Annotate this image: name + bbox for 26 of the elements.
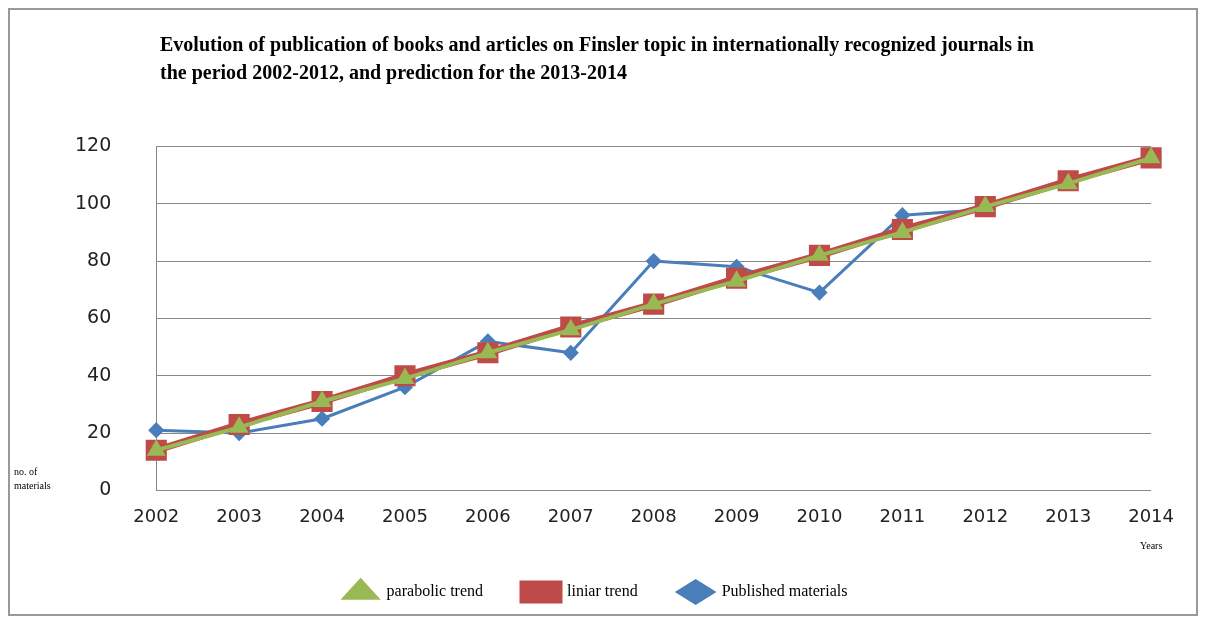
x-tick-label: 2012 [962, 504, 1009, 526]
y-tick-label: 120 [75, 133, 112, 156]
legend-label: liniar trend [567, 582, 638, 600]
x-tick-label: 2011 [879, 504, 926, 526]
legend-label: parabolic trend [386, 582, 484, 601]
y-tick-label: 40 [87, 362, 112, 385]
x-tick-label: 2005 [382, 504, 428, 526]
x-tick-label: 2013 [1045, 504, 1092, 526]
x-tick-label: 2002 [133, 504, 180, 526]
x-axis-title: Years [1140, 540, 1163, 551]
y-tick-label: 20 [87, 420, 112, 442]
x-tick-label: 2004 [299, 504, 345, 526]
y-tick-label: 80 [87, 248, 112, 270]
x-tick-label: 2008 [630, 504, 677, 526]
x-tick-label: 2006 [464, 504, 511, 526]
x-tick-label: 2003 [216, 504, 263, 526]
x-tick-label: 2009 [713, 504, 760, 526]
y-tick-label: 100 [75, 190, 112, 213]
chart-title: Evolution of publication of books and articles on Finsler topic in internationally recognized journals in the period 2002-2012, and prediction for the 2013-2014 [160, 32, 1035, 86]
x-tick-label: 2014 [1128, 504, 1174, 526]
y-tick-label: 60 [87, 305, 112, 328]
y-tick-label: 0 [99, 477, 112, 500]
y-axis-title: no. of materials [14, 465, 52, 493]
x-tick-label: 2010 [796, 504, 843, 526]
legend-label: Published materials [721, 582, 848, 600]
x-tick-label: 2007 [547, 504, 594, 526]
